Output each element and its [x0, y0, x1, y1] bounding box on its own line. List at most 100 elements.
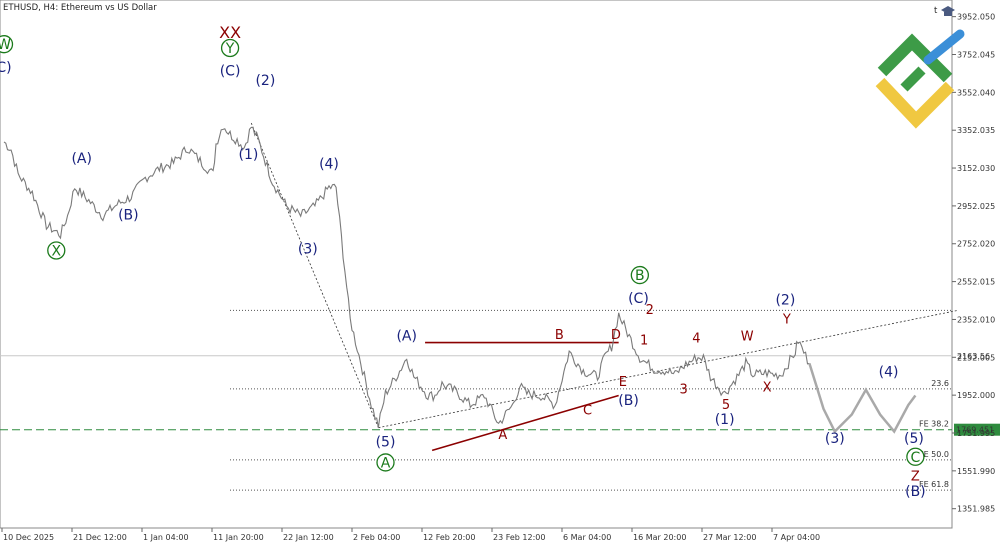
trend-wave-5-dotted	[250, 122, 379, 428]
y-tick-label: 3152.030	[957, 164, 995, 173]
x-tick-label: 11 Jan 20:00	[213, 533, 264, 542]
trend-lines-layer	[250, 122, 958, 452]
price-line	[3, 126, 810, 428]
wave-label: W	[741, 330, 754, 345]
wave-label: 2	[646, 303, 654, 318]
wave-label: (B)	[118, 208, 139, 224]
wave-label: A	[381, 455, 391, 471]
wave-circle	[47, 241, 66, 260]
wave-label: C)	[0, 60, 12, 76]
wave-circle	[376, 453, 395, 472]
wave-label: (C)	[628, 291, 649, 307]
y-tick-label: 1952.000	[957, 391, 995, 400]
wave-label: B	[555, 328, 564, 343]
x-tick-label: 10 Dec 2025	[3, 533, 54, 542]
y-tick-label: 3752.045	[957, 50, 995, 59]
y-tick-label: 1351.985	[957, 505, 995, 514]
trend-triangle-lower	[431, 394, 619, 452]
x-tick-label: 27 Mar 12:00	[703, 533, 756, 542]
x-tick-label: 6 Mar 04:00	[563, 533, 611, 542]
x-tick-label: 12 Feb 20:00	[423, 533, 475, 542]
wave-label: (A)	[396, 329, 417, 345]
x-tick-label: 1 Jan 04:00	[143, 533, 189, 542]
wave-label: (3)	[825, 431, 845, 447]
graduation-cap-icon	[941, 6, 955, 16]
levels-layer: 2163.56 23.6 FE 38.2 FE 50.0 FE 61.8 1769.451	[0, 309, 1000, 491]
logo-yellow-stroke	[875, 77, 955, 129]
trend-rising-trendline	[378, 309, 958, 429]
wave-label: C	[910, 450, 920, 466]
wave-labels-layer: WC)XXY(C)(2)(1)(A)(B)X(4)(3)(A)(5)AB DACE…	[0, 23, 926, 500]
wave-label: D	[611, 328, 621, 343]
time-axis: 10 Dec 2025 21 Dec 12:00 1 Jan 04:00 11 Jan…	[1, 528, 820, 542]
forecast-layer	[808, 363, 917, 434]
wave-label: (5)	[904, 431, 924, 447]
y-tick-label: 1551.990	[957, 467, 995, 476]
logo-blue-stroke	[923, 29, 965, 65]
level-label-fe-50-0: FE 50.0	[919, 450, 949, 459]
wave-label: B	[635, 268, 645, 284]
x-tick-label: 21 Dec 12:00	[73, 533, 127, 542]
wave-label: XX	[219, 23, 241, 42]
wave-label: (B)	[618, 393, 639, 409]
x-tick-label: 2 Feb 04:00	[353, 533, 400, 542]
y-tick-label: 3352.035	[957, 126, 995, 135]
wave-label: C	[583, 403, 592, 418]
y-tick-label: 2152.005	[957, 353, 995, 362]
wave-label: 3	[680, 383, 688, 398]
corner-mark[interactable]: t	[934, 6, 938, 16]
y-tick-label: 1751.995	[957, 429, 995, 438]
wave-label: (A)	[71, 151, 92, 167]
level-label-fib-23-6: 23.6	[931, 379, 949, 388]
forecast-line	[808, 363, 917, 434]
wave-label: (5)	[376, 435, 396, 451]
wave-label: X	[763, 381, 772, 396]
y-tick-label: 3952.050	[957, 13, 995, 22]
wave-label: (3)	[298, 242, 318, 258]
wave-circle	[0, 35, 14, 54]
y-tick-label: 2952.025	[957, 202, 995, 211]
wave-label: (1)	[239, 147, 259, 163]
wave-label: W	[0, 37, 11, 53]
wave-circle	[906, 447, 925, 466]
wave-label: 1	[640, 333, 648, 348]
level-label-fe-61-8: FE 61.8	[919, 480, 949, 489]
y-tick-label: 3552.040	[957, 88, 995, 97]
wave-circle	[220, 38, 240, 58]
wave-label: (4)	[879, 365, 899, 381]
wave-label: (C)	[220, 64, 241, 80]
y-tick-label: 2552.015	[957, 278, 995, 287]
x-tick-label: 16 Mar 20:00	[633, 533, 686, 542]
y-tick-label: 2352.010	[957, 315, 995, 324]
logo-green-stroke	[877, 33, 953, 83]
current-price-tag: 2163.56	[957, 352, 990, 361]
symbol-label: ETHUSD, H4: Ethereum vs US Dollar	[3, 3, 157, 13]
wave-label: (2)	[775, 293, 795, 309]
price-series-layer	[3, 126, 810, 428]
level-label-fe-38-2: FE 38.2	[919, 420, 949, 429]
x-tick-label: 7 Apr 04:00	[773, 533, 820, 542]
wave-label: A	[498, 428, 507, 443]
x-tick-label: 22 Jan 12:00	[283, 533, 334, 542]
brand-logo	[875, 29, 965, 129]
wave-label: 5	[722, 398, 730, 413]
x-tick-label: 23 Feb 12:00	[493, 533, 545, 542]
price-tag-label: 1769.451	[956, 426, 994, 435]
wave-label: E	[619, 375, 627, 390]
wave-label: (B)	[905, 484, 926, 500]
wave-label: Y	[782, 313, 791, 328]
price-tag-box	[954, 423, 1000, 436]
wave-label: 4	[692, 332, 700, 347]
wave-label: Y	[225, 41, 235, 57]
y-tick-label: 2752.020	[957, 240, 995, 249]
wave-label: (4)	[319, 156, 339, 172]
wave-label: Z	[911, 470, 920, 485]
wave-label: (1)	[715, 412, 735, 428]
wave-label: (2)	[255, 73, 275, 89]
logo-green-inner	[900, 66, 926, 92]
wave-circle	[630, 265, 649, 285]
wave-label: X	[51, 243, 61, 259]
price-axis: 3952.050 3752.045 3552.040 3352.035 3152.030…	[952, 13, 995, 514]
